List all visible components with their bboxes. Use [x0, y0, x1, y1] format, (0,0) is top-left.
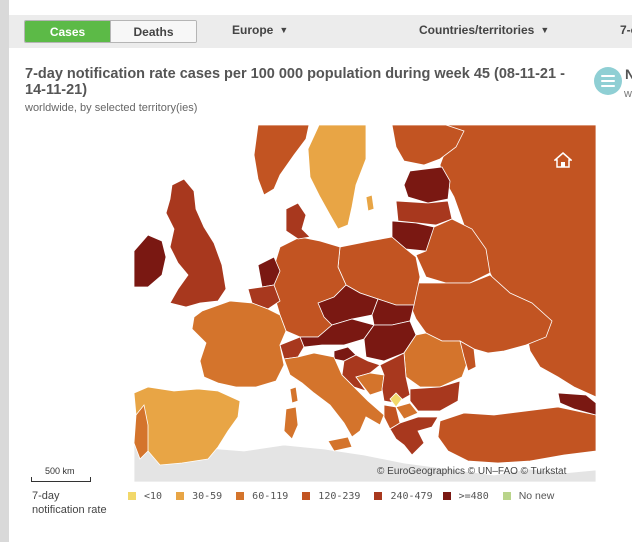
legend-item-240-479[interactable]: 240-479 — [374, 490, 433, 502]
legend: <10 30-59 60-119 120-239 240-479 >=480 N… — [128, 490, 568, 502]
page-title: 7-day notification rate cases per 100 00… — [25, 66, 565, 98]
legend-label: 60-119 — [252, 490, 289, 502]
cases-button[interactable]: Cases — [25, 21, 110, 42]
legend-label: 240-479 — [390, 490, 433, 502]
page-subtitle: worldwide, by selected territory(ies) — [25, 102, 198, 114]
legend-title-line1: 7-day — [32, 490, 60, 502]
sweden-region[interactable] — [307, 125, 367, 230]
legend-item-gte480[interactable]: >=480 — [442, 490, 489, 502]
portugal-region[interactable] — [134, 404, 149, 460]
kosovo-region[interactable] — [389, 392, 403, 408]
denmark-region[interactable] — [285, 202, 311, 240]
finland-region[interactable] — [391, 125, 465, 166]
scale-bar-line — [31, 477, 91, 482]
clipped-panel-title: N — [625, 66, 632, 82]
scale-bar-label: 500 km — [45, 466, 75, 476]
countries-dropdown[interactable]: Countries/territories ▼ — [419, 23, 549, 37]
uk-region[interactable] — [165, 178, 227, 308]
north-africa-region — [134, 442, 596, 482]
map-svg — [134, 125, 596, 482]
bulgaria-region[interactable] — [409, 380, 461, 412]
legend-label: <10 — [144, 490, 163, 502]
norway-region[interactable] — [253, 125, 310, 196]
latvia-region[interactable] — [395, 200, 453, 226]
legend-swatch — [176, 492, 185, 500]
legend-swatch — [442, 492, 451, 500]
europe-map[interactable] — [134, 125, 596, 482]
countries-dropdown-label: Countries/territories — [419, 23, 535, 37]
north-macedonia-region[interactable] — [395, 402, 419, 420]
legend-swatch — [374, 492, 383, 500]
legend-label: No new — [518, 490, 555, 502]
sardinia-region[interactable] — [283, 406, 299, 440]
gotland-region[interactable] — [365, 194, 375, 212]
region-dropdown[interactable]: Europe ▼ — [232, 23, 288, 37]
italy-region[interactable] — [283, 352, 385, 438]
legend-title-line2: notification rate — [32, 504, 107, 516]
romania-region[interactable] — [403, 332, 469, 388]
moldova-region[interactable] — [459, 340, 477, 372]
legend-swatch — [236, 492, 245, 500]
switzerland-region[interactable] — [279, 336, 305, 360]
france-region[interactable] — [191, 300, 287, 388]
turkey-region[interactable] — [437, 406, 596, 464]
region-dropdown-label: Europe — [232, 23, 274, 37]
legend-label: 120-239 — [318, 490, 361, 502]
cases-deaths-toggle: Cases Deaths — [24, 20, 197, 43]
legend-title: 7-day notification rate — [32, 489, 132, 517]
legend-label: 30-59 — [192, 490, 223, 502]
sicily-region[interactable] — [327, 436, 353, 452]
chevron-down-icon: ▼ — [540, 25, 550, 35]
legend-item-lt10[interactable]: <10 — [128, 491, 162, 502]
chevron-down-icon: ▼ — [279, 25, 289, 35]
menu-line-icon — [601, 75, 615, 77]
greece-region[interactable] — [389, 416, 439, 456]
menu-line-icon — [601, 80, 615, 82]
legend-item-60-119[interactable]: 60-119 — [236, 491, 288, 502]
home-icon[interactable] — [553, 152, 573, 168]
clipped-panel-subtitle: w — [624, 88, 632, 100]
ukraine-region[interactable] — [409, 274, 553, 354]
netherlands-region[interactable] — [257, 256, 281, 288]
legend-swatch — [128, 492, 136, 500]
legend-item-120-239[interactable]: 120-239 — [302, 491, 360, 502]
deaths-button[interactable]: Deaths — [110, 21, 196, 42]
menu-line-icon — [601, 85, 615, 87]
legend-swatch — [302, 492, 311, 500]
hamburger-menu-button[interactable] — [594, 67, 622, 95]
scale-bar: 500 km — [31, 466, 91, 482]
corsica-region[interactable] — [289, 386, 299, 404]
ireland-region[interactable] — [134, 234, 167, 288]
clipped-dropdown-label: 7-c — [620, 23, 632, 37]
black-sea-region — [466, 361, 558, 409]
legend-item-no-new[interactable]: No new — [502, 490, 555, 502]
legend-label: >=480 — [458, 490, 489, 502]
toolbar: Cases Deaths Europe ▼ Countries/territor… — [9, 15, 632, 48]
legend-swatch — [502, 492, 511, 500]
legend-item-30-59[interactable]: 30-59 — [176, 491, 222, 502]
left-rail — [0, 0, 9, 542]
clipped-dropdown[interactable]: 7-c — [620, 23, 632, 37]
georgia-region[interactable] — [557, 392, 596, 416]
estonia-region[interactable] — [403, 166, 451, 204]
map-credits: © EuroGeographics © UN–FAO © Turkstat — [377, 466, 567, 477]
